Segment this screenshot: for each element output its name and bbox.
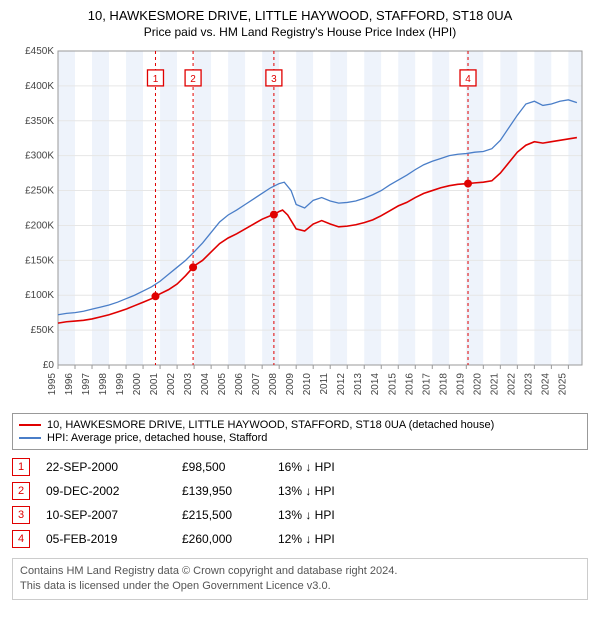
tx-date: 10-SEP-2007 <box>46 508 166 522</box>
svg-text:£250K: £250K <box>25 186 54 197</box>
svg-text:3: 3 <box>271 74 277 85</box>
tx-marker: 4 <box>12 530 30 548</box>
tx-marker: 3 <box>12 506 30 524</box>
svg-text:2010: 2010 <box>302 373 313 396</box>
fineprint-line2: This data is licensed under the Open Gov… <box>20 580 331 592</box>
svg-text:2022: 2022 <box>506 373 517 396</box>
chart-area: £0 £50K £100K £150K £200K £250K £300K £350K £400… <box>12 45 588 405</box>
svg-text:2: 2 <box>190 74 196 85</box>
svg-text:£350K: £350K <box>25 116 54 127</box>
tx-price: £215,500 <box>182 508 262 522</box>
svg-text:4: 4 <box>465 74 471 85</box>
svg-text:2006: 2006 <box>234 373 245 396</box>
tx-marker: 2 <box>12 482 30 500</box>
svg-text:2023: 2023 <box>523 373 534 396</box>
svg-text:2015: 2015 <box>387 373 398 396</box>
svg-text:£100K: £100K <box>25 290 54 301</box>
chart-subtitle: Price paid vs. HM Land Registry's House … <box>12 25 588 39</box>
svg-text:2018: 2018 <box>438 373 449 396</box>
svg-text:£300K: £300K <box>25 151 54 162</box>
svg-text:1996: 1996 <box>64 373 75 396</box>
table-row: 1 22-SEP-2000 £98,500 16% ↓ HPI <box>12 456 588 480</box>
tx-pct: 13% ↓ HPI <box>278 484 378 498</box>
svg-text:2017: 2017 <box>421 373 432 396</box>
svg-text:2001: 2001 <box>149 373 160 396</box>
fineprint-line1: Contains HM Land Registry data © Crown c… <box>20 565 397 577</box>
tx-price: £260,000 <box>182 532 262 546</box>
svg-text:2009: 2009 <box>285 373 296 396</box>
legend-swatch-hpi <box>19 437 41 439</box>
svg-text:2007: 2007 <box>251 373 262 396</box>
legend: 10, HAWKESMORE DRIVE, LITTLE HAYWOOD, ST… <box>12 413 588 450</box>
svg-text:2016: 2016 <box>404 373 415 396</box>
chart-title: 10, HAWKESMORE DRIVE, LITTLE HAYWOOD, ST… <box>12 8 588 23</box>
svg-text:1995: 1995 <box>47 373 58 396</box>
legend-label-hpi: HPI: Average price, detached house, Staf… <box>47 432 267 444</box>
legend-label-paid: 10, HAWKESMORE DRIVE, LITTLE HAYWOOD, ST… <box>47 419 494 431</box>
tx-pct: 16% ↓ HPI <box>278 460 378 474</box>
svg-text:2021: 2021 <box>489 373 500 396</box>
svg-text:2008: 2008 <box>268 373 279 396</box>
svg-text:1: 1 <box>153 74 159 85</box>
svg-text:2019: 2019 <box>455 373 466 396</box>
legend-swatch-paid <box>19 424 41 426</box>
tx-marker: 1 <box>12 458 30 476</box>
svg-text:2003: 2003 <box>183 373 194 396</box>
tx-price: £139,950 <box>182 484 262 498</box>
transaction-table: 1 22-SEP-2000 £98,500 16% ↓ HPI 2 09-DEC-2002… <box>12 456 588 552</box>
table-row: 3 10-SEP-2007 £215,500 13% ↓ HPI <box>12 504 588 528</box>
svg-text:£0: £0 <box>43 360 55 371</box>
tx-date: 09-DEC-2002 <box>46 484 166 498</box>
svg-text:2005: 2005 <box>217 373 228 396</box>
svg-text:1997: 1997 <box>81 373 92 396</box>
svg-text:£200K: £200K <box>25 220 54 231</box>
svg-text:2002: 2002 <box>166 373 177 396</box>
svg-text:2011: 2011 <box>319 373 330 395</box>
tx-date: 22-SEP-2000 <box>46 460 166 474</box>
svg-text:2012: 2012 <box>336 373 347 396</box>
svg-text:2024: 2024 <box>540 373 551 396</box>
tx-pct: 12% ↓ HPI <box>278 532 378 546</box>
svg-text:2004: 2004 <box>200 373 211 396</box>
svg-text:2013: 2013 <box>353 373 364 396</box>
svg-text:1998: 1998 <box>98 373 109 396</box>
svg-text:£150K: £150K <box>25 255 54 266</box>
svg-text:2000: 2000 <box>132 373 143 396</box>
svg-text:£450K: £450K <box>25 46 54 57</box>
legend-hpi: HPI: Average price, detached house, Staf… <box>19 432 581 444</box>
svg-text:1999: 1999 <box>115 373 126 396</box>
svg-text:2014: 2014 <box>370 373 381 396</box>
svg-text:£400K: £400K <box>25 81 54 92</box>
chart-svg: £0 £50K £100K £150K £200K £250K £300K £350K £400… <box>12 45 588 405</box>
fineprint: Contains HM Land Registry data © Crown c… <box>12 558 588 600</box>
tx-pct: 13% ↓ HPI <box>278 508 378 522</box>
legend-paid: 10, HAWKESMORE DRIVE, LITTLE HAYWOOD, ST… <box>19 419 581 431</box>
table-row: 4 05-FEB-2019 £260,000 12% ↓ HPI <box>12 528 588 552</box>
svg-text:2025: 2025 <box>557 373 568 396</box>
tx-date: 05-FEB-2019 <box>46 532 166 546</box>
tx-price: £98,500 <box>182 460 262 474</box>
svg-text:£50K: £50K <box>31 325 55 336</box>
svg-text:2020: 2020 <box>472 373 483 396</box>
table-row: 2 09-DEC-2002 £139,950 13% ↓ HPI <box>12 480 588 504</box>
